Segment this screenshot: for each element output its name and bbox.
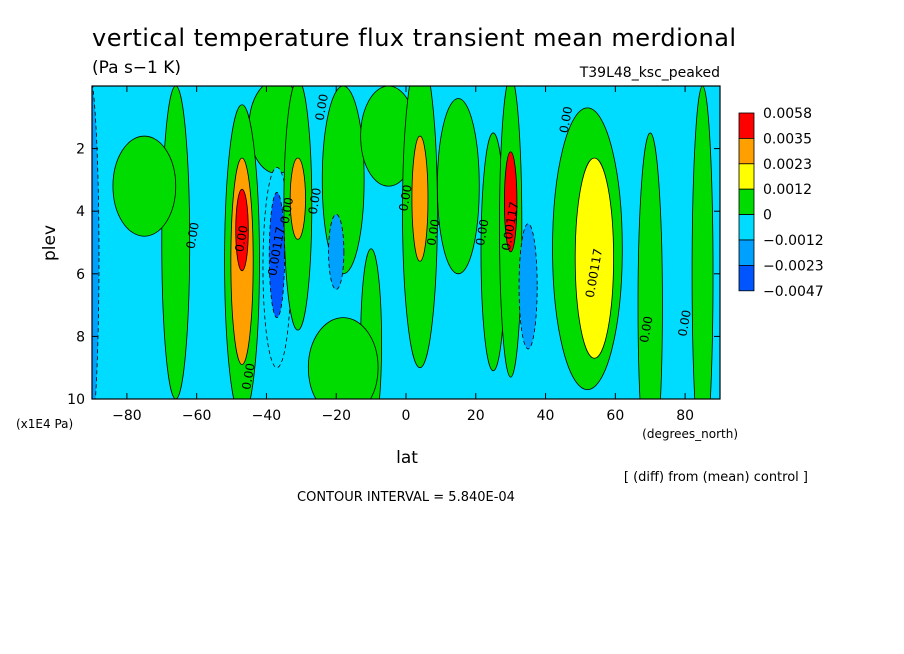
contour-region <box>518 223 538 350</box>
x-tick-label: 0 <box>402 408 411 424</box>
contour-region <box>328 213 345 290</box>
x-tick-label: −80 <box>112 408 142 424</box>
x-tick-label: 60 <box>606 408 624 424</box>
contour-label: 0.00 <box>473 218 491 247</box>
contour-label: 0.00 <box>637 315 655 344</box>
x-tick-label: 80 <box>676 408 694 424</box>
colorbar-swatch <box>738 163 755 190</box>
x-tick-label: −20 <box>321 408 351 424</box>
colorbar-swatch <box>738 239 755 266</box>
colorbar: 0.0058 0.0035 0.0023 0.0012 0 −0.0012 −0.0023 −… <box>738 106 824 300</box>
colorbar-swatch <box>738 137 755 165</box>
y-tick-label: 10 <box>67 392 85 408</box>
x-axis-label: lat <box>396 448 418 468</box>
contour-label: 0.00 <box>306 187 324 216</box>
y-axis-units: (x1E4 Pa) <box>16 417 73 431</box>
chart-units: (Pa s−1 K) <box>92 58 181 78</box>
contour-fields <box>92 86 714 399</box>
y-tick-label: 4 <box>76 204 85 220</box>
contour-region <box>574 157 614 359</box>
colorbar-swatch <box>738 188 755 215</box>
y-tick-label: 6 <box>76 267 85 283</box>
contour-label: 0.00 <box>396 184 414 213</box>
colorbar-level-label: −0.0012 <box>763 233 824 249</box>
contour-region <box>307 317 379 399</box>
colorbar-swatch <box>738 264 755 292</box>
run-label: T39L48_ksc_peaked <box>579 65 720 81</box>
colorbar-level-label: 0.0023 <box>763 157 812 173</box>
colorbar-level-label: 0.0058 <box>763 106 812 122</box>
chart-title: vertical temperature flux transient mean… <box>92 24 737 52</box>
colorbar-level-label: 0 <box>763 208 772 224</box>
contour-label: 0.00 <box>313 93 331 122</box>
x-tick-label: 40 <box>537 408 555 424</box>
colorbar-level-label: 0.0012 <box>763 182 812 198</box>
contour-region <box>437 98 480 275</box>
contour-interval: CONTOUR INTERVAL = 5.840E-04 <box>297 490 515 505</box>
y-tick-label: 2 <box>76 142 85 158</box>
colorbar-level-label: −0.0047 <box>763 284 824 300</box>
contour-label: 0.00 <box>184 221 202 250</box>
contour-label: 0.00 <box>557 105 575 134</box>
contour-label: 0.00 <box>278 196 296 225</box>
colorbar-level-label: −0.0023 <box>763 258 824 274</box>
contour-region <box>691 86 714 399</box>
contour-region <box>235 188 249 272</box>
contour-label: 0.00 <box>239 362 257 391</box>
y-tick-label: 8 <box>76 329 85 345</box>
contour-region <box>268 192 285 319</box>
contour-label: 0.00 <box>424 218 442 247</box>
y-axis-ticks: 2 4 6 8 10 <box>67 142 720 408</box>
contour-region <box>411 135 429 262</box>
contour-region <box>92 86 100 399</box>
contour-region <box>289 157 306 240</box>
x-tick-label: −40 <box>252 408 282 424</box>
contour-region <box>637 132 663 399</box>
diff-note: [ (diff) from (mean) control ] <box>624 470 808 485</box>
x-axis-units: (degrees_north) <box>642 427 738 441</box>
colorbar-swatch <box>738 112 755 139</box>
contour-label: 0.00 <box>232 224 250 253</box>
contour-region <box>112 135 177 237</box>
colorbar-swatch <box>738 214 755 241</box>
x-axis-ticks: −80 −60 −40 −20 0 20 40 60 80 <box>112 86 694 424</box>
y-axis-label: plev <box>40 225 60 261</box>
colorbar-level-label: 0.0035 <box>763 131 812 147</box>
contour-label: 0.00 <box>675 309 693 338</box>
contour-region <box>503 151 518 253</box>
x-tick-label: −60 <box>182 408 212 424</box>
x-tick-label: 20 <box>467 408 485 424</box>
